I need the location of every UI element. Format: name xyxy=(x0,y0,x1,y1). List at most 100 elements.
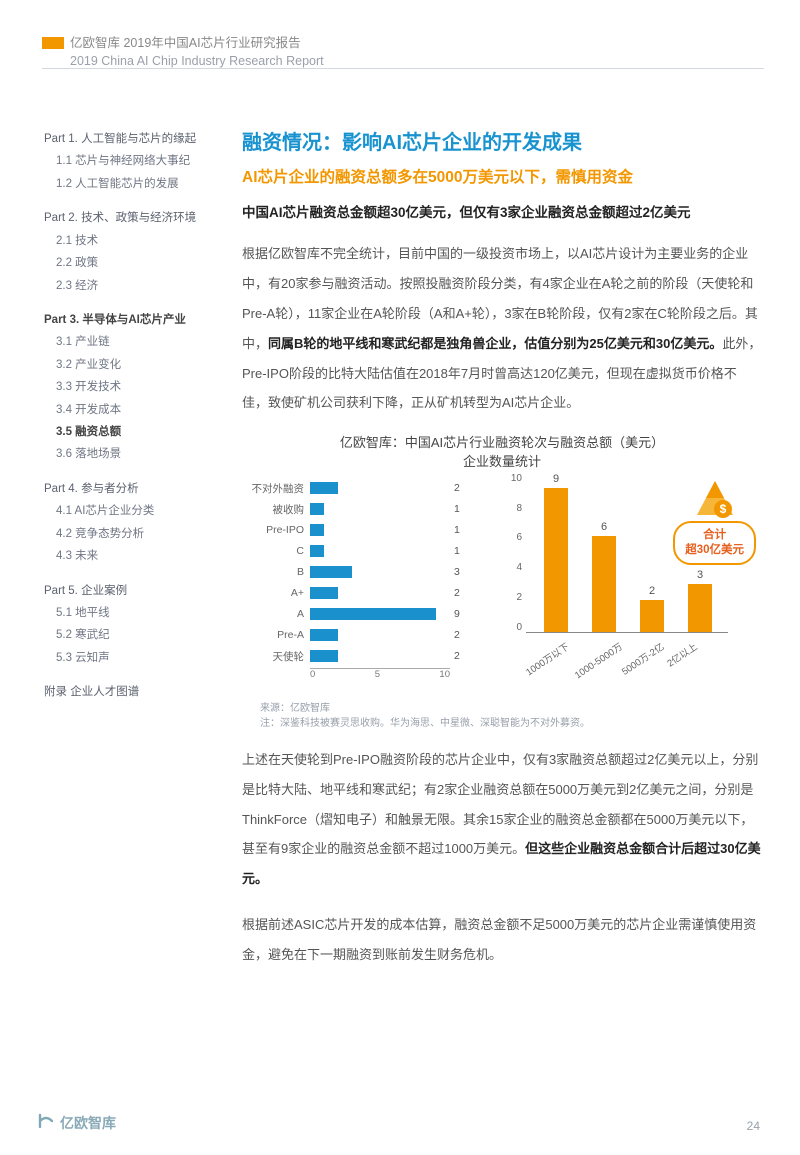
hbar-bar xyxy=(310,566,352,578)
hbar-bar xyxy=(310,524,324,536)
toc-sub[interactable]: 4.1 AI芯片企业分类 xyxy=(56,500,216,522)
hbar-value: 1 xyxy=(454,545,460,557)
hbar-value: 3 xyxy=(454,566,460,578)
pyramid-icon: $ xyxy=(693,479,737,519)
vbar-bar xyxy=(544,488,568,632)
charts-row: 不对外融资2被收购1Pre-IPO1C1B3A+2A9Pre-A2天使轮2051… xyxy=(242,479,762,699)
page-number: 24 xyxy=(747,1119,760,1133)
toc-sub[interactable]: 2.1 技术 xyxy=(56,230,216,252)
chart-footnote: 来源：亿欧智库 注：深鉴科技被赛灵思收购。华为海思、中星微、深聪智能为不对外募资… xyxy=(260,701,762,731)
toc-part[interactable]: Part 2. 技术、政策与经济环境 xyxy=(44,207,216,229)
toc-sub[interactable]: 4.2 竞争态势分析 xyxy=(56,523,216,545)
toc-sub[interactable]: 3.2 产业变化 xyxy=(56,354,216,376)
vbar-yaxis: 1086420 xyxy=(504,473,522,633)
heading-black: 中国AI芯片融资总金额超30亿美元，但仅有3家企业融资总金额超过2亿美元 xyxy=(242,201,762,221)
toc-part[interactable]: Part 1. 人工智能与芯片的缘起 xyxy=(44,128,216,150)
heading-orange: AI芯片企业的融资总额多在5000万美元以下，需慎用资金 xyxy=(242,165,762,187)
hbar-value: 2 xyxy=(454,629,460,641)
vbar-bar xyxy=(640,600,664,632)
hbar-value: 1 xyxy=(454,524,460,536)
footer-logo: 亿欧智库 xyxy=(36,1113,116,1133)
hbar-row: 不对外融资 2 xyxy=(248,479,480,498)
toc-part[interactable]: Part 3. 半导体与AI芯片产业 xyxy=(44,309,216,331)
toc-sub[interactable]: 3.1 产业链 xyxy=(56,331,216,353)
chart-title-l2: 企业数量统计 xyxy=(463,454,541,469)
header-accent xyxy=(42,37,64,49)
vbar-xlabel: 2亿以上 xyxy=(664,639,700,670)
toc-part[interactable]: Part 4. 参与者分析 xyxy=(44,478,216,500)
hbar-value: 2 xyxy=(454,482,460,494)
hbar-label: 不对外融资 xyxy=(248,481,310,496)
toc-sub[interactable]: 4.3 未来 xyxy=(56,545,216,567)
vbar-bar xyxy=(592,536,616,632)
hbar-label: Pre-IPO xyxy=(248,524,310,536)
toc-sub[interactable]: 1.2 人工智能芯片的发展 xyxy=(56,173,216,195)
hbar-row: 天使轮2 xyxy=(248,647,480,666)
chart-title-l1: 亿欧智库：中国AI芯片行业融资轮次与融资总额（美元） xyxy=(340,435,664,450)
header-titles: 亿欧智库 2019年中国AI芯片行业研究报告 2019 China AI Chi… xyxy=(70,34,324,70)
paragraph-3: 根据前述ASIC芯片开发的成本估算，融资总金额不足5000万美元的芯片企业需谨慎… xyxy=(242,910,762,970)
hbar-row: C1 xyxy=(248,542,480,561)
vbar-value: 3 xyxy=(688,569,712,581)
toc-sub[interactable]: 3.4 开发成本 xyxy=(56,399,216,421)
chart-title: 亿欧智库：中国AI芯片行业融资轮次与融资总额（美元） 企业数量统计 xyxy=(242,434,762,470)
svg-text:$: $ xyxy=(719,502,726,516)
footer-logo-text: 亿欧智库 xyxy=(60,1113,116,1133)
toc-sub[interactable]: 5.3 云知声 xyxy=(56,647,216,669)
paragraph-1: 根据亿欧智库不完全统计，目前中国的一级投资市场上，以AI芯片设计为主要业务的企业… xyxy=(242,239,762,418)
funding-amount-vbar-chart: 1086420 91000万以下61000-5000万25000万-2亿32亿以… xyxy=(502,473,752,679)
chart-block: 亿欧智库：中国AI芯片行业融资轮次与融资总额（美元） 企业数量统计 不对外融资 2… xyxy=(242,434,762,730)
chart-note: 注：深鉴科技被赛灵思收购。华为海思、中星微、深聪智能为不对外募资。 xyxy=(260,718,590,729)
toc-part[interactable]: Part 5. 企业案例 xyxy=(44,580,216,602)
hbar-row: 被收购 1 xyxy=(248,500,480,519)
hbar-value: 2 xyxy=(454,587,460,599)
table-of-contents: Part 1. 人工智能与芯片的缘起1.1 芯片与神经网络大事纪1.2 人工智能… xyxy=(44,128,216,704)
hbar-bar xyxy=(310,482,338,494)
hbar-row: A9 xyxy=(248,605,480,624)
vbar-xlabel: 1000万以下 xyxy=(522,639,571,678)
hbar-label: 被收购 xyxy=(248,502,310,517)
toc-sub[interactable]: 1.1 芯片与神经网络大事纪 xyxy=(56,150,216,172)
toc-sub[interactable]: 3.5 融资总额 xyxy=(56,421,216,443)
toc-sub[interactable]: 2.3 经济 xyxy=(56,275,216,297)
report-header: 亿欧智库 2019年中国AI芯片行业研究报告 2019 China AI Chi… xyxy=(42,34,324,70)
header-title-cn: 亿欧智库 2019年中国AI芯片行业研究报告 xyxy=(70,34,324,52)
vbar-xlabel: 5000万-2亿 xyxy=(618,639,666,678)
hbar-xaxis: 0510 xyxy=(310,668,450,685)
hbar-label: A xyxy=(248,608,310,620)
vbar-xaxis-line xyxy=(526,632,728,633)
hbar-bar xyxy=(310,629,338,641)
toc-sub[interactable]: 3.3 开发技术 xyxy=(56,376,216,398)
para1-bold: 同属B轮的地平线和寒武纪都是独角兽企业，估值分别为25亿美元和30亿美元。 xyxy=(268,336,722,351)
hbar-bar xyxy=(310,608,436,620)
total-badge: $ 合计 超30亿美元 xyxy=(673,479,756,565)
hbar-label: Pre-A xyxy=(248,629,310,641)
vbar-xlabel: 1000-5000万 xyxy=(571,639,624,681)
hbar-value: 1 xyxy=(454,503,460,515)
vbar-bar xyxy=(688,584,712,632)
vbar-value: 2 xyxy=(640,585,664,597)
badge-l1: 合计 xyxy=(703,529,726,541)
hbar-bar xyxy=(310,503,324,515)
hbar-row: Pre-A 2 xyxy=(248,626,480,645)
hbar-bar xyxy=(310,545,324,557)
hbar-row: Pre-IPO 1 xyxy=(248,521,480,540)
toc-sub[interactable]: 3.6 落地场景 xyxy=(56,443,216,465)
header-divider xyxy=(42,68,764,69)
badge-l2: 超30亿美元 xyxy=(685,544,744,556)
main-content: 融资情况：影响AI芯片企业的开发成果 AI芯片企业的融资总额多在5000万美元以… xyxy=(242,126,762,970)
badge-bubble: 合计 超30亿美元 xyxy=(673,521,756,565)
toc-sub[interactable]: 2.2 政策 xyxy=(56,252,216,274)
hbar-row: B3 xyxy=(248,563,480,582)
chart-source: 来源：亿欧智库 xyxy=(260,703,330,714)
toc-sub[interactable]: 5.1 地平线 xyxy=(56,602,216,624)
hbar-bar xyxy=(310,650,338,662)
hbar-value: 9 xyxy=(454,608,460,620)
toc-part[interactable]: 附录 企业人才图谱 xyxy=(44,681,216,703)
logo-icon xyxy=(36,1113,56,1133)
vbar-value: 6 xyxy=(592,521,616,533)
toc-sub[interactable]: 5.2 寒武纪 xyxy=(56,624,216,646)
paragraph-2: 上述在天使轮到Pre-IPO融资阶段的芯片企业中，仅有3家融资总额超过2亿美元以… xyxy=(242,745,762,894)
hbar-row: A+2 xyxy=(248,584,480,603)
hbar-label: B xyxy=(248,566,310,578)
